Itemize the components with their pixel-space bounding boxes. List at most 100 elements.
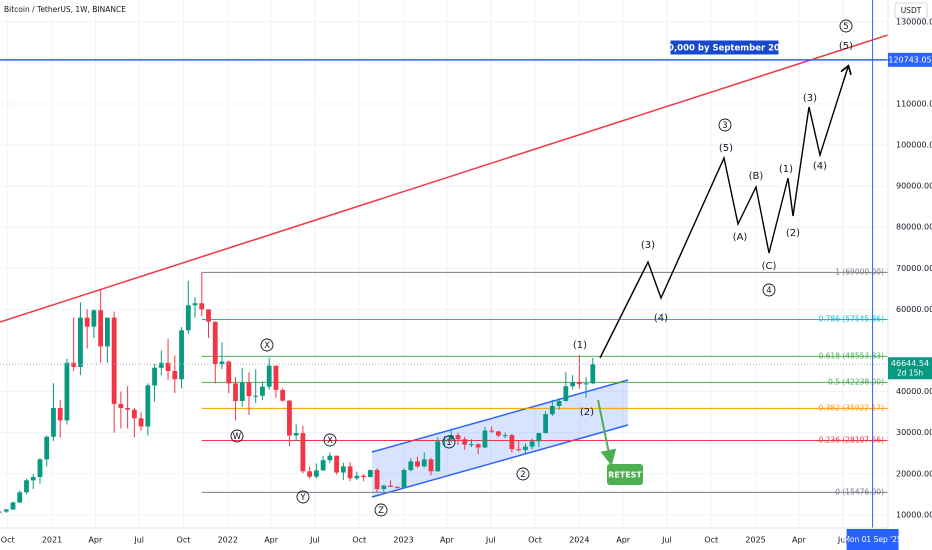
wave-circle: [296, 490, 310, 504]
x-tick-label: Apr: [616, 536, 631, 545]
candle-body: [233, 383, 238, 402]
fib-label: 0.786 (57545.86): [819, 314, 885, 323]
retest-arrow: [597, 399, 617, 466]
wave-label: (2): [580, 407, 594, 418]
x-tick-label: Apr: [440, 536, 455, 545]
candle-body: [266, 365, 272, 387]
wave-circle: [718, 118, 732, 132]
candle-body: [428, 459, 434, 472]
price-axis: [888, 0, 932, 550]
y-tick-label: 60000.00: [896, 305, 932, 314]
chart-title: Bitcoin / TetherUS, 1W, BINANCE: [4, 5, 126, 14]
candle-body: [3, 509, 9, 512]
x-tick-label: Jul: [837, 536, 848, 545]
candle-body: [158, 362, 164, 368]
candle-body: [98, 310, 104, 347]
x-tick-label: Oct: [177, 536, 191, 545]
candle-body: [361, 475, 366, 478]
x-tick-label: Oct: [352, 536, 366, 545]
x-tick-label: Jul: [485, 536, 496, 545]
candle-body: [408, 461, 414, 471]
candles: [0, 272, 596, 515]
candle-body: [44, 436, 50, 460]
candle-body: [502, 435, 508, 437]
candle-body: [576, 382, 582, 385]
wave-circle: [323, 433, 337, 447]
circled-wave-label: Y: [299, 493, 306, 503]
y-tick-label: 80000.00: [896, 223, 932, 232]
crosshair-badge: [846, 529, 899, 550]
x-tick-label: Jul: [133, 536, 144, 545]
price-badge: [888, 52, 932, 67]
candle-body: [192, 303, 198, 306]
candle-body: [10, 502, 16, 510]
wave-label: (3): [641, 240, 655, 251]
x-tick-label: Apr: [88, 536, 103, 545]
candle-body: [421, 459, 427, 467]
wave-circle: [839, 19, 853, 33]
candle-body: [165, 362, 171, 372]
candle-body: [549, 405, 555, 415]
candle-body: [367, 470, 373, 478]
circled-wave-label: X: [327, 436, 333, 446]
candle-body: [199, 303, 205, 310]
candle-body: [570, 382, 575, 387]
target-note: 120,000 by September 2025: [656, 44, 792, 54]
candle-body: [246, 382, 252, 397]
candle-body: [37, 459, 43, 478]
candle-body: [84, 317, 90, 327]
candle-body: [340, 466, 346, 473]
channel-lower: [371, 424, 629, 498]
countdown: 2d 15h: [897, 368, 923, 377]
candle-body: [522, 446, 528, 450]
y-tick-label: 70000.00: [896, 264, 932, 273]
x-tick-label: Oct: [704, 536, 718, 545]
candle-body: [253, 395, 259, 397]
wave-label: (B): [749, 171, 764, 182]
time-axis: [0, 528, 888, 550]
x-tick-label: 2022: [218, 536, 238, 545]
y-tick-label: 130000.00: [896, 17, 932, 26]
candle-body: [152, 367, 157, 386]
fib-label: 0 (15476.00): [835, 487, 884, 496]
circled-wave-label: W: [233, 432, 242, 442]
x-tick-label: 2023: [393, 536, 413, 545]
candle-body: [226, 361, 232, 384]
last-price-label: 46644.54: [891, 359, 929, 368]
wave-circle: [374, 503, 388, 517]
candle-body: [212, 321, 218, 365]
candle-body: [516, 449, 522, 451]
fib-label: 1 (69000.00): [835, 267, 884, 276]
candle-body: [320, 460, 326, 471]
candle-body: [489, 430, 495, 432]
y-tick-label: 100000.00: [896, 141, 932, 150]
candle-body: [71, 362, 77, 367]
wave-label: (4): [813, 161, 827, 172]
y-tick-label: 110000.00: [896, 99, 932, 108]
candle-body: [104, 317, 110, 347]
candle-body: [556, 401, 562, 406]
candle-body: [125, 408, 131, 410]
candle-body: [354, 475, 360, 479]
circled-wave-label: 4: [766, 286, 771, 296]
target-box: [669, 39, 780, 56]
candle-body: [496, 431, 501, 436]
candle-body: [543, 414, 549, 434]
candle-body: [307, 471, 313, 477]
fib-label: 0.618 (48553.83): [819, 351, 885, 360]
wave-circle: [762, 283, 776, 297]
candle-body: [482, 430, 488, 448]
candle-body: [111, 317, 117, 404]
candle-body: [239, 382, 245, 402]
candle-body: [24, 480, 29, 493]
candle-body: [536, 433, 542, 442]
candle-body: [448, 435, 454, 440]
candle-body: [313, 470, 319, 477]
x-tick-label: Jul: [309, 536, 320, 545]
wave-circle: [230, 429, 244, 443]
wave-circle: [260, 338, 274, 352]
candle-body: [0, 511, 2, 513]
candle-body: [347, 466, 353, 479]
candle-body: [509, 435, 515, 450]
circled-wave-label: X: [264, 341, 270, 351]
